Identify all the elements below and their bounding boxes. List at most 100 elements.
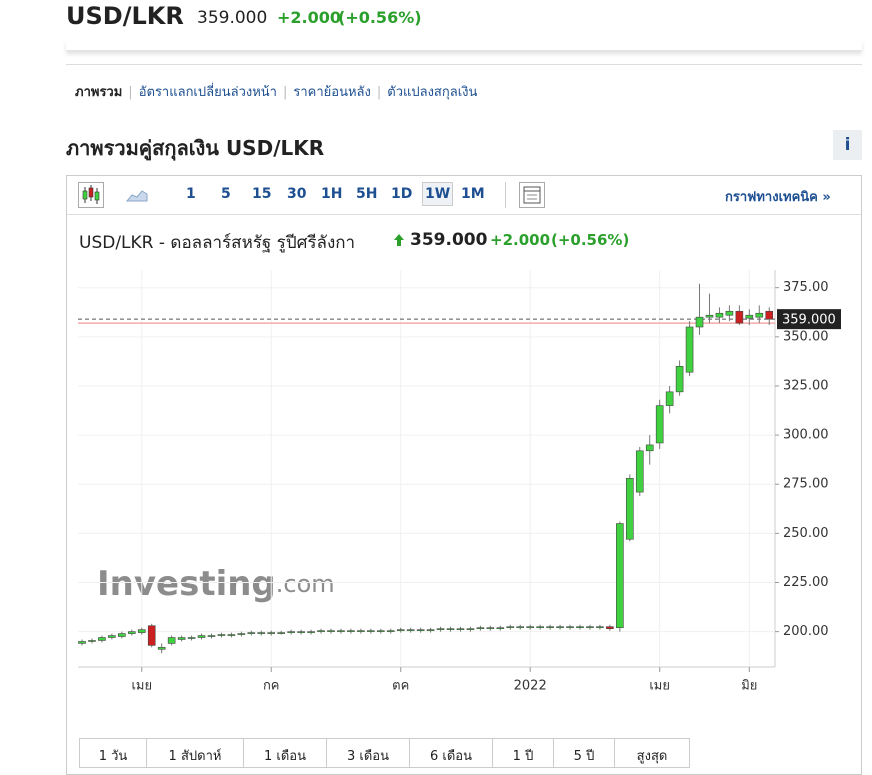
candle-body [396,629,405,631]
candle-body [88,640,96,642]
candle-body [197,635,206,638]
technical-link[interactable]: กราฟทางเทคนิค » [725,190,831,205]
range-tab[interactable]: 3 เดือน [326,738,410,768]
interval[interactable]: 1H [321,186,343,202]
candle-body [665,391,674,406]
toolbar-divider [67,214,861,215]
y-tick-label: 225.00 [783,575,829,590]
interval[interactable]: 15 [252,186,272,202]
interval[interactable]: 5H [356,186,378,202]
interval[interactable]: 30 [287,186,307,202]
nav-link[interactable]: ตัวแปลงสกุลเงิน [387,85,478,100]
range-tab[interactable]: 1 เดือน [243,738,327,768]
y-tick-label: 275.00 [783,477,829,492]
candle-body [137,629,146,633]
candle-body [675,366,684,393]
chart: Investing.com 200.00 225.00 250.00 275.00 30… [78,270,841,694]
range-tab[interactable]: 5 ปี [553,738,615,768]
candle-body [705,314,714,318]
interval[interactable]: 5 [221,186,231,202]
candle-body [536,626,544,629]
candle-body [556,626,564,629]
candle-body [546,626,554,629]
y-tick-label: 350.00 [783,329,829,344]
nav-link[interactable]: ราคาย้อนหลัง [293,85,371,100]
range-tab[interactable]: สูงสุด [614,738,690,768]
candle-body [217,634,226,636]
candle-body [655,405,664,444]
candle-body [386,630,395,632]
candle-body [207,635,216,637]
candle-body [566,626,574,629]
candle-body [357,630,365,632]
candle-body [735,310,744,324]
range-tab[interactable]: 6 เดือน [409,738,493,768]
candle-body [446,628,455,630]
candle-body [406,629,415,631]
divider [66,64,862,65]
toolbar-separator [505,182,506,208]
candle-body [317,630,325,632]
layout-icon[interactable] [519,182,545,208]
interval[interactable]: 1 [186,186,196,202]
candle-body [257,632,266,634]
nav-link[interactable]: ภาพรวม [75,85,123,100]
up-arrow [394,234,404,246]
candle-body [765,310,774,320]
candle-icon[interactable] [78,182,104,208]
chart-price: 359.000 [410,230,488,250]
candle-body [108,635,116,638]
separator: | [128,85,133,100]
candle-body [177,637,186,640]
candle-body [128,631,136,634]
candle-body [695,316,704,328]
candle-body [586,626,594,629]
interval[interactable]: 1D [391,186,413,202]
y-tick-label: 300.00 [783,428,829,443]
candle-body [247,632,256,634]
x-tick-label: ตค [392,679,409,694]
watermark-domain: .com [276,570,335,598]
candle-body [426,629,435,631]
info-button[interactable]: i [833,130,862,160]
x-tick-label: กค [263,679,280,694]
candle-body [167,637,176,644]
candle-body [287,631,295,633]
candle-body [297,631,305,633]
page: USD/LKR 359.000 +2.000 (+0.56%) ภาพรวม | อ… [66,2,862,775]
separator: | [376,85,382,100]
chart-instrument: USD/LKR - ดอลลาร์สหรัฐ รูปีศรีลังกา [79,233,356,253]
candle-body [327,630,335,632]
area-icon[interactable] [126,186,148,204]
y-tick-label: 200.00 [783,624,829,639]
candle-body [78,641,86,644]
range-tab[interactable]: 1 ปี [492,738,554,768]
interval-active[interactable]: 1W [422,182,454,206]
candle-body [496,627,505,629]
nav-link[interactable]: อัตราแลกเปลี่ยนล่วงหน้า [138,85,277,100]
candle-body [118,633,126,637]
candle-body [277,632,286,634]
y-tick-label: 325.00 [783,378,829,393]
section-title: ภาพรวมคู่สกุลเงิน USD/LKR [66,136,325,160]
range-tab[interactable]: 1 สัปดาห์ [146,738,244,768]
candle-body [486,627,495,629]
candle-body [466,628,475,630]
interval[interactable]: 1M [461,186,485,202]
change-pct: (+0.56%) [338,8,422,27]
range-tab[interactable]: 1 วัน [79,738,147,768]
candle-body [237,633,246,635]
candle-body [625,478,634,540]
chart-change: +2.000 [490,231,551,249]
x-tick-label: 2022 [514,679,547,694]
candle-body [147,625,156,646]
x-tick-label: เมย [649,679,670,694]
candle-body [635,450,644,493]
current-price-label: 359.000 [782,313,836,328]
candle-body [755,312,764,318]
candle-body [337,630,345,632]
chart-change-pct: (+0.56%) [551,231,630,249]
candle-body [416,629,425,631]
current-price-box [777,309,841,330]
candle-body [267,632,276,634]
